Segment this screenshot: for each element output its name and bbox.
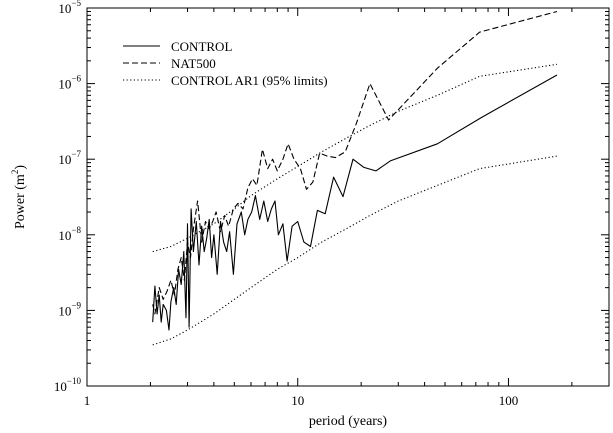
y-axis-title: Power (m2) [10, 165, 28, 229]
y-axis-title-text: Power (m [13, 174, 28, 229]
y-tick-label-base: 10 [58, 152, 71, 167]
y-tick-label-exp: −9 [71, 300, 81, 310]
y-tick-label-exp: −5 [71, 0, 81, 8]
y-axis-title-sup: 2 [10, 170, 20, 175]
y-tick-label: 10−7 [58, 149, 81, 167]
y-tick-label-exp: −8 [71, 225, 81, 235]
x-tick-label: 10 [291, 393, 304, 408]
legend-label-2: CONTROL AR1 (95% limits) [171, 73, 328, 88]
y-tick-label-base: 10 [58, 228, 71, 243]
y-tick-label-exp: −10 [67, 376, 82, 386]
x-tick-label: 1 [84, 393, 91, 408]
y-axis-title-close: ) [13, 165, 28, 170]
series-line-0 [152, 74, 558, 331]
legend: CONTROL NAT500 CONTROL AR1 (95% limits) [123, 39, 328, 88]
y-tick-label: 10−5 [58, 0, 81, 16]
y-tick-label-base: 10 [58, 77, 71, 92]
y-tick-label-base: 10 [58, 1, 71, 16]
plot-frame [86, 7, 610, 387]
y-tick-label-exp: −7 [71, 149, 81, 159]
x-tick-label: 100 [499, 393, 519, 408]
y-tick-label: 10−9 [58, 300, 81, 318]
series-lines [152, 10, 558, 346]
y-tick-label: 10−6 [58, 74, 81, 92]
y-tick-label-base: 10 [54, 379, 67, 394]
x-axis-title: period (years) [309, 414, 387, 429]
series-line-3 [152, 155, 558, 346]
legend-label-0: CONTROL [171, 39, 232, 54]
y-tick-label: 10−10 [54, 376, 82, 394]
y-tick-label-base: 10 [58, 303, 71, 318]
series-line-2 [152, 63, 558, 253]
y-tick-label-exp: −6 [71, 74, 81, 84]
series-line-1 [152, 10, 558, 315]
y-tick-label: 10−8 [58, 225, 81, 243]
legend-label-1: NAT500 [171, 56, 216, 71]
